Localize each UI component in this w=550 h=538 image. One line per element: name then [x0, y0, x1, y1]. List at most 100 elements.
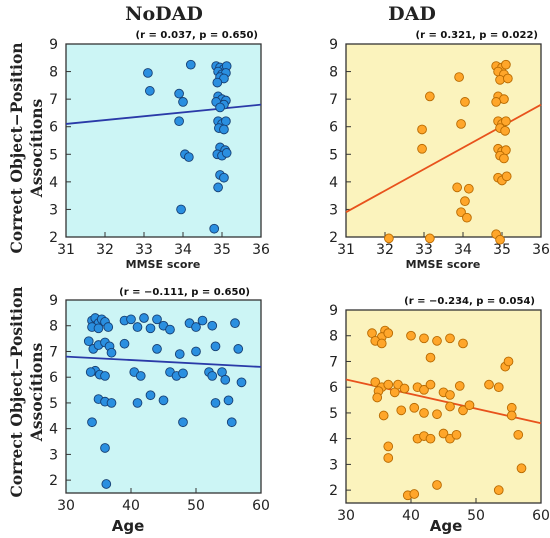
y-tick-label: 8 [49, 319, 58, 335]
data-point [513, 429, 524, 440]
y-tick-label: 2 [329, 230, 338, 246]
data-point [223, 395, 234, 406]
data-point [495, 74, 505, 85]
data-point [458, 405, 468, 416]
data-point [106, 347, 117, 358]
data-point [158, 395, 169, 406]
data-point [464, 183, 474, 194]
data-points [367, 325, 527, 501]
x-tick-label: 50 [187, 498, 205, 514]
title-dad: DAD [388, 3, 436, 25]
y-axis-label-top: Correct Object−Position Assocítions [7, 42, 46, 253]
data-point [132, 322, 143, 332]
data-point [451, 429, 462, 440]
y-tick-label: 6 [329, 120, 338, 136]
data-point [399, 383, 410, 394]
x-tick-label: 30 [57, 498, 75, 514]
data-point [516, 463, 527, 474]
data-point [143, 68, 153, 78]
x-tick-label: 35 [213, 242, 231, 258]
y-tick-label: 3 [329, 202, 338, 218]
y-tick-label: 7 [49, 344, 58, 360]
x-tick-label: 33 [135, 242, 153, 258]
y-tick-label: 9 [329, 303, 338, 319]
x-tick-label: 34 [174, 242, 192, 258]
data-point [210, 398, 221, 408]
data-point [191, 322, 201, 332]
data-point [210, 341, 221, 352]
data-point [445, 333, 455, 344]
data-point [83, 336, 94, 347]
data-point [100, 443, 110, 453]
data-point [185, 59, 196, 70]
data-point [221, 116, 231, 127]
data-point [503, 73, 513, 84]
data-point [145, 390, 156, 401]
data-point [101, 479, 112, 489]
y-tick-label: 2 [49, 230, 58, 246]
data-point [165, 324, 175, 335]
data-point [226, 417, 237, 428]
y-tick-label: 6 [49, 370, 58, 386]
data-point [197, 315, 208, 326]
y-tick-label: 5 [49, 147, 58, 163]
plot-area [345, 43, 542, 238]
data-point [236, 377, 247, 388]
data-point [425, 233, 435, 244]
y-tick-label: 9 [49, 37, 58, 53]
data-point [372, 392, 383, 403]
data-point [491, 97, 502, 107]
data-point [376, 338, 387, 349]
data-point [207, 371, 218, 381]
stat-annotation: (r = −0.234, p = 0.054) [404, 296, 535, 307]
svg-text:Assocítions: Assocítions [27, 98, 46, 198]
data-point [501, 171, 512, 182]
data-point [503, 356, 514, 367]
data-point [87, 417, 97, 428]
data-point [454, 72, 464, 82]
data-point [425, 433, 436, 444]
data-point [432, 480, 442, 490]
svg-text:Correct Object−Position: Correct Object−Position [7, 42, 26, 253]
data-point [417, 143, 427, 154]
data-point [233, 344, 244, 354]
data-point [85, 367, 96, 377]
data-points [143, 59, 232, 234]
y-tick-label: 2 [49, 473, 58, 489]
data-point [484, 379, 494, 390]
x-tick-label: 36 [252, 242, 270, 258]
data-point [383, 453, 394, 463]
data-point [215, 102, 225, 113]
y-tick-label: 3 [329, 457, 338, 473]
data-point [499, 153, 509, 164]
x-tick-label: 32 [96, 242, 114, 258]
data-point [495, 234, 505, 245]
data-point [152, 314, 162, 325]
x-axis-label: Age [112, 517, 145, 535]
data-point [103, 322, 114, 332]
data-point [406, 330, 416, 341]
data-point [178, 417, 188, 428]
data-point [383, 379, 394, 390]
x-tick-label: 31 [337, 242, 355, 258]
y-tick-label: 6 [49, 120, 58, 136]
data-point [145, 86, 155, 96]
y-tick-label: 8 [329, 65, 338, 81]
data-point [409, 489, 420, 499]
y-tick-label: 7 [49, 92, 58, 108]
data-points [384, 59, 513, 245]
data-point [460, 97, 470, 107]
x-tick-label: 35 [493, 242, 511, 258]
x-tick-label: 60 [252, 498, 270, 514]
x-tick-label: 31 [57, 242, 75, 258]
data-point [219, 172, 229, 183]
svg-text:Correct Object−Position: Correct Object−Position [7, 286, 26, 497]
y-tick-label: 9 [329, 37, 338, 53]
data-point [132, 398, 143, 408]
y-axis-label-bottom: Correct Object−Position Assocítions [7, 286, 46, 497]
data-point [458, 338, 468, 349]
data-point [456, 119, 466, 129]
y-tick-label: 2 [329, 483, 338, 499]
data-point [191, 346, 201, 357]
